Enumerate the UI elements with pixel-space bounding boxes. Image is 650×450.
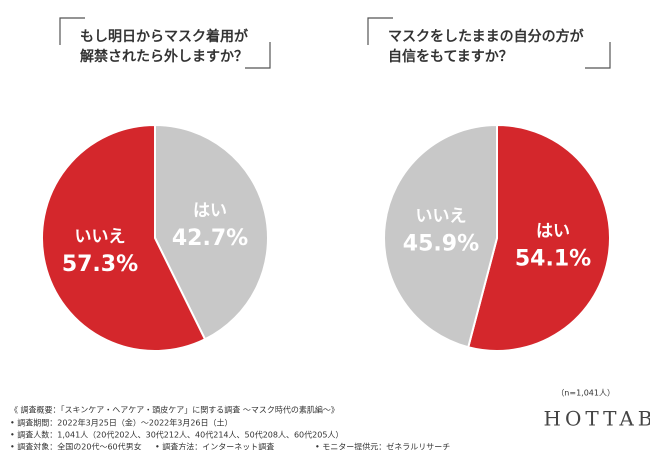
slice-label: いいえ — [415, 207, 466, 227]
note: • 調査期間：2022年3月25日（金）〜2022年3月26日（土） — [10, 418, 233, 428]
pie-slice — [154, 123, 269, 341]
sample-size: （n=1,041人） — [556, 389, 615, 398]
pie-slice — [466, 123, 611, 352]
slice-value: 57.3% — [62, 252, 138, 277]
slice-label: はい — [193, 201, 227, 221]
chart-title: 自信をもてますか？ — [388, 48, 513, 65]
slice-value: 42.7% — [172, 226, 248, 251]
chart-title: マスクをしたままの自分の方が — [388, 28, 585, 45]
note: • モニター提供元：ゼネラルリサーチ — [315, 442, 450, 450]
chart-title: 解禁されたら外しますか？ — [80, 48, 248, 65]
note: • 調査対象：全国の20代〜60代男女 — [10, 442, 142, 450]
title-frame — [59, 17, 85, 45]
title-frame — [585, 42, 611, 69]
note: 《 調査概要：「スキンケア・ヘアケア・頭皮ケア」に関する調査 〜マスク時代の素肌… — [10, 405, 339, 415]
slice-value: 54.1% — [515, 246, 591, 271]
pie-slice — [41, 123, 207, 352]
note: • 調査方法：インターネット調査 — [155, 442, 274, 450]
title-frame — [367, 17, 393, 45]
chart-title: もし明日からマスク着用が — [80, 28, 249, 45]
pie-slice — [383, 123, 498, 349]
slice-label: はい — [536, 221, 570, 241]
title-frame — [245, 42, 271, 69]
brand: HOTTAB — [544, 407, 650, 431]
slice-label: いいえ — [74, 227, 125, 247]
note: • 調査人数：1,041人（20代202人、30代212人、40代214人、50… — [10, 430, 343, 440]
slice-value: 45.9% — [403, 232, 479, 257]
